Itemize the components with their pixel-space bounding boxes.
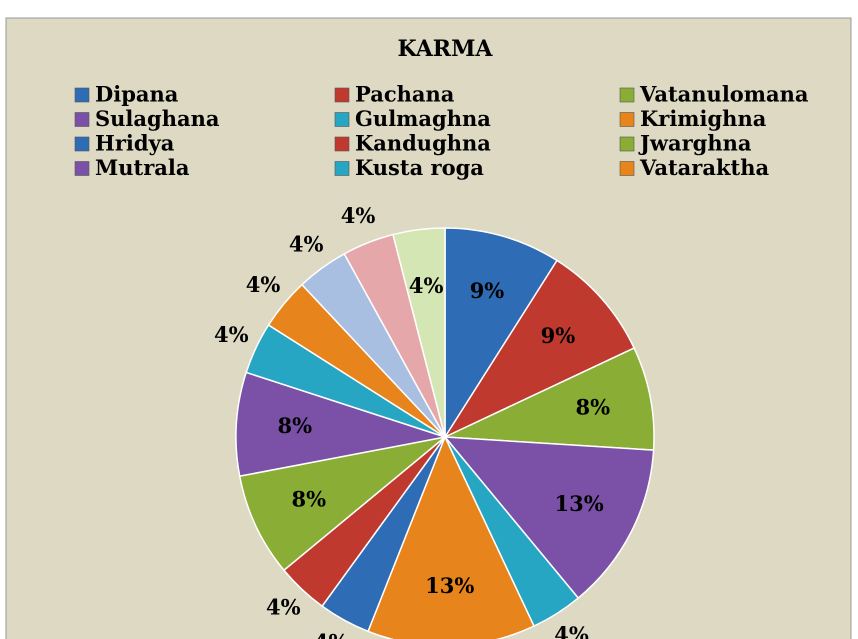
- legend-swatch: [74, 136, 90, 152]
- legend-swatch: [334, 136, 350, 152]
- data-label: 4%: [289, 231, 324, 256]
- legend-label: Krimighna: [640, 106, 767, 131]
- data-label: 13%: [554, 491, 603, 516]
- pie-slice: [392, 227, 446, 438]
- legend-label: Jwarghna: [638, 131, 752, 156]
- data-label: 4%: [314, 629, 349, 639]
- data-label: 4%: [341, 203, 376, 228]
- legend-label: Kusta roga: [355, 155, 484, 180]
- pie-slice: [238, 436, 446, 572]
- legend-label: Hridya: [95, 131, 175, 156]
- legend-swatch: [619, 112, 635, 127]
- pie-slice: [235, 371, 446, 478]
- pie-slice: [442, 259, 636, 439]
- legend-swatch: [619, 136, 635, 152]
- data-label: 4%: [214, 322, 249, 347]
- data-label: 4%: [246, 272, 281, 297]
- legend-label: Gulmaghna: [355, 106, 491, 131]
- legend-swatch: [619, 161, 635, 176]
- data-label: 8%: [576, 394, 611, 419]
- data-label: 8%: [292, 487, 327, 512]
- data-label: 4%: [409, 273, 444, 298]
- legend-label: Sulaghana: [95, 106, 220, 131]
- data-label: 9%: [470, 278, 505, 303]
- legend-swatch: [334, 161, 350, 176]
- pie-slice: [444, 347, 655, 451]
- data-label: 4%: [266, 595, 301, 620]
- legend-swatch: [334, 112, 350, 127]
- legend-swatch: [74, 87, 90, 103]
- legend-label: Pachana: [355, 82, 455, 107]
- legend-label: Vatanulomana: [639, 82, 809, 107]
- legend-swatch: [74, 112, 90, 127]
- pie-slice: [443, 436, 655, 600]
- legend-label: Dipana: [95, 82, 179, 107]
- legend-swatch: [619, 87, 635, 103]
- pie-slice: [444, 227, 559, 440]
- pie-slice: [367, 435, 535, 639]
- data-label: 4%: [554, 622, 589, 639]
- data-label: 8%: [278, 413, 313, 438]
- data-label: 13%: [425, 573, 474, 598]
- data-label: 9%: [541, 323, 576, 348]
- legend-label: Mutrala: [95, 155, 190, 180]
- chart-title: KARMA: [397, 36, 493, 62]
- legend-label: Kandughna: [355, 131, 491, 156]
- legend-swatch: [74, 161, 90, 176]
- legend-swatch: [334, 87, 350, 103]
- legend-label: Vataraktha: [639, 155, 769, 180]
